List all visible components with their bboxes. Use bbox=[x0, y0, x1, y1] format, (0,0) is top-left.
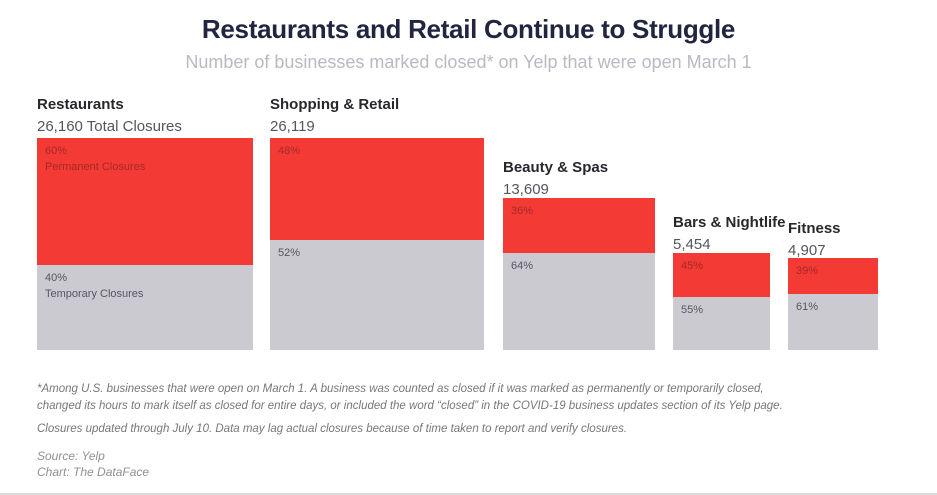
category-label-shopping-retail: Shopping & Retail 26,119 bbox=[270, 95, 399, 137]
segment-pct-label: 52% bbox=[278, 247, 301, 259]
segment-series-label: Temporary Closures bbox=[45, 287, 144, 300]
bar-group-shopping-retail: 48% 52% bbox=[270, 138, 484, 350]
category-label-fitness: Fitness 4,907 bbox=[788, 219, 841, 261]
segment-series-label: Permanent Closures bbox=[45, 160, 146, 173]
category-name: Beauty & Spas bbox=[503, 159, 609, 176]
bar-segment-temporary-closures: 40% Temporary Closures bbox=[37, 265, 253, 350]
source-line: Chart: The DataFace bbox=[37, 464, 150, 479]
chart-area: Restaurants 26,160 Total Closures 60% Perma… bbox=[37, 95, 878, 350]
category-total: 13,609 bbox=[503, 180, 549, 198]
segment-pct-label: 60% bbox=[45, 145, 68, 157]
footnote-line: Closures updated through July 10. Data m… bbox=[37, 422, 628, 435]
segment-pct-label: 36% bbox=[511, 205, 534, 217]
bar-segment-permanent-closures: 36% bbox=[503, 198, 655, 253]
bar-segment-temporary-closures: 55% bbox=[673, 297, 770, 350]
bar-segment-permanent-closures: 48% bbox=[270, 138, 484, 240]
category-total: 4,907 bbox=[788, 241, 826, 259]
category-name: Restaurants bbox=[37, 96, 124, 113]
category-name: Bars & Nightlife bbox=[673, 214, 786, 231]
segment-pct-label: 64% bbox=[511, 260, 534, 272]
segment-pct-label: 39% bbox=[796, 265, 819, 277]
footnote: *Among U.S. businesses that were open on… bbox=[37, 381, 783, 438]
source-note: Source: Yelp Chart: The DataFace bbox=[37, 449, 149, 480]
segment-pct-label: 40% bbox=[45, 272, 68, 284]
category-label-restaurants: Restaurants 26,160 Total Closures bbox=[37, 95, 182, 137]
category-total: 26,119 bbox=[270, 117, 315, 135]
category-label-bars-nightlife: Bars & Nightlife 5,454 bbox=[673, 213, 786, 255]
bar-segment-temporary-closures: 61% bbox=[788, 294, 878, 350]
bar-segment-permanent-closures: 39% bbox=[788, 258, 878, 294]
bar-segment-permanent-closures: 60% Permanent Closures bbox=[37, 138, 253, 265]
bar-group-fitness: 39% 61% bbox=[788, 258, 878, 350]
segment-pct-label: 45% bbox=[681, 260, 704, 272]
footnote-line: changed its hours to mark itself as clos… bbox=[37, 400, 783, 413]
category-name: Shopping & Retail bbox=[270, 96, 400, 113]
segment-pct-label: 61% bbox=[796, 301, 819, 313]
category-label-beauty-spas: Beauty & Spas 13,609 bbox=[503, 158, 608, 200]
segment-pct-label: 48% bbox=[278, 145, 301, 157]
chart-subtitle: Number of businesses marked closed* on Y… bbox=[185, 52, 752, 72]
bar-segment-temporary-closures: 52% bbox=[270, 240, 484, 350]
footnote-line: *Among U.S. businesses that were open on… bbox=[37, 383, 764, 395]
bar-group-beauty-spas: 36% 64% bbox=[503, 198, 655, 350]
bar-group-bars-nightlife: 45% 55% bbox=[673, 253, 770, 350]
segment-pct-label: 55% bbox=[681, 304, 704, 316]
category-name: Fitness bbox=[788, 220, 841, 237]
chart-title: Restaurants and Retail Continue to Strug… bbox=[201, 14, 736, 44]
bar-segment-permanent-closures: 45% bbox=[673, 253, 770, 297]
source-line: Source: Yelp bbox=[37, 449, 105, 463]
bar-segment-temporary-closures: 64% bbox=[503, 253, 655, 350]
bar-group-restaurants: 60% Permanent Closures 40% Temporary Closur… bbox=[37, 138, 253, 350]
category-total: 26,160 Total Closures bbox=[37, 117, 182, 135]
category-total: 5,454 bbox=[673, 235, 711, 253]
